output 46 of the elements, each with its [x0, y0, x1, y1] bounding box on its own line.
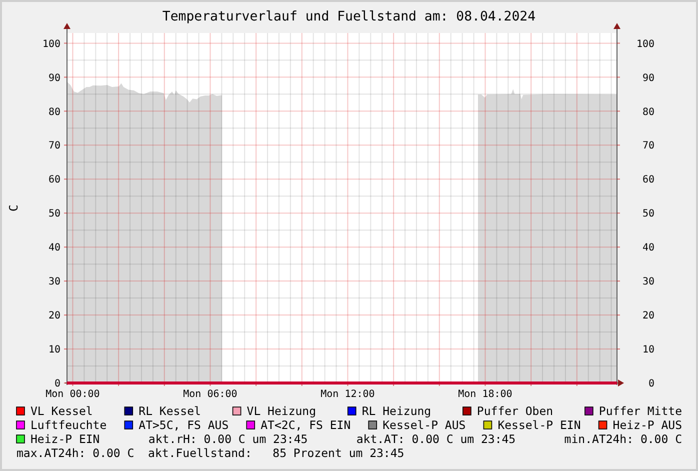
legend-label: RL Heizung: [362, 404, 432, 418]
text: akt.AT: 0.00 C um 23:45: [356, 432, 516, 446]
legend-label: Puffer Oben: [476, 404, 554, 418]
legend-label: AT>5C, FS AUS: [138, 418, 229, 432]
y-tick-label: 90: [48, 72, 60, 84]
text: max.AT24h: 0.00 C: [16, 446, 134, 460]
y-tick-label: 80: [48, 106, 60, 118]
legend-label: AT<2C, FS EIN: [260, 418, 351, 432]
x-tick-label: Mon 12:00: [320, 389, 375, 400]
legend-label: RL Kessel: [138, 404, 201, 418]
y-tick-label: 70: [48, 140, 60, 152]
legend-label: Heiz-P EIN: [30, 432, 100, 446]
y2-tick-label: 20: [642, 310, 654, 322]
y-tick-label: 30: [48, 276, 60, 288]
y2-tick-label: 60: [642, 174, 654, 186]
y2-tick-label: 90: [642, 72, 654, 84]
legend-label: Kessel-P EIN: [498, 418, 581, 432]
legend-label: VL Kessel: [30, 404, 93, 418]
y2-tick-label: 30: [642, 276, 654, 288]
y-tick-label: 60: [48, 174, 60, 186]
chart-title: Temperaturverlauf und Fuellstand am: 08.04.2024: [162, 10, 536, 24]
y2-tick-label: 40: [642, 242, 654, 254]
legend-label: Puffer Mitte: [598, 404, 682, 418]
text: min.AT24h: 0.00 C: [564, 432, 682, 446]
text: akt.Fuellstand: 85 Prozent um 23:45: [148, 446, 404, 460]
y2-tick-label: 100: [636, 38, 654, 50]
y-axis-title: C: [6, 204, 20, 212]
x-tick-label: Mon 18:00: [458, 389, 512, 400]
legend-label: VL Heizung: [246, 404, 316, 418]
legend-label: Heiz-P AUS: [612, 418, 682, 432]
y-tick-label: 50: [48, 208, 60, 220]
y-tick-label: 100: [42, 38, 60, 50]
y2-tick-label: 80: [642, 106, 654, 118]
legend-label: Luftfeuchte: [30, 418, 107, 432]
x-tick-label: Mon 06:00: [183, 389, 238, 400]
x-tick-label: Mon 00:00: [46, 389, 100, 400]
y-tick-label: 20: [48, 310, 60, 322]
text: akt.rH: 0.00 C um 23:45: [148, 432, 308, 446]
y2-tick-label: 10: [642, 344, 654, 356]
y-tick-label: 0: [54, 378, 60, 390]
y-tick-label: 40: [48, 242, 60, 254]
y2-tick-label: 0: [648, 378, 654, 390]
y2-tick-label: 50: [642, 208, 654, 220]
legend-label: Kessel-P AUS: [382, 418, 466, 432]
y2-tick-label: 70: [642, 140, 654, 152]
y-tick-label: 10: [48, 344, 60, 356]
